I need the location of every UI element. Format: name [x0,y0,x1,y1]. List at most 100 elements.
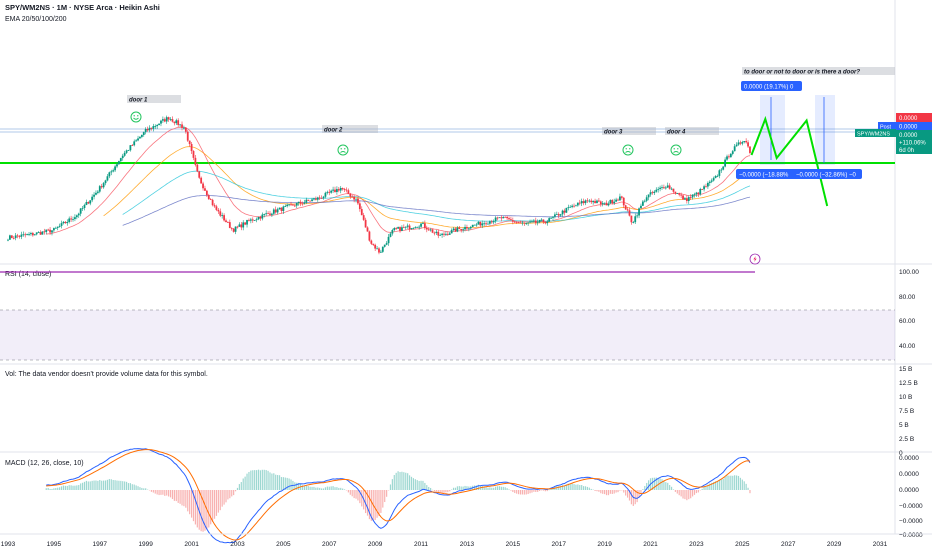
candle-body [517,222,520,223]
candle-body [559,214,562,216]
door-4-label[interactable]: door 4 [665,127,719,136]
macd-bar [519,490,522,495]
door-1-label[interactable]: door 1 [127,95,181,104]
macd-bar [584,486,587,490]
macd-bar [288,478,290,490]
candle-body [376,248,378,250]
macd-bar [529,490,531,494]
macd-bar [544,490,546,492]
price-tag-post[interactable]: Post 0.0000 [878,122,932,131]
candle-body [173,121,176,124]
macd-bar [495,486,497,490]
macd-bar [609,490,611,494]
macd-bar [47,487,49,490]
question-label[interactable]: to door or not to door or is there a doo… [742,67,895,76]
candle-body [469,227,472,229]
candle-body [227,222,229,223]
candle-body [567,207,570,209]
candle-body [43,231,46,233]
macd-bar [735,475,738,490]
macd-bar [221,490,223,507]
door-2-label[interactable]: door 2 [322,125,378,134]
measure-box[interactable] [815,95,835,165]
macd-bar [173,490,175,501]
candle-body [548,218,551,222]
macd-bar [709,483,711,490]
candle-body [267,213,269,215]
symbol-tag[interactable]: SPY/WM2NS [855,129,896,138]
macd-bar [156,490,158,495]
candle-body [10,235,13,238]
candle-body [240,224,243,228]
time-axis[interactable]: 1993 1995 1997 1999 2001 2003 2005 2007 2009 2011… [1,541,888,548]
candle-body [66,221,69,224]
candles [7,115,751,255]
candle-body [710,180,713,182]
macd-bar [236,487,239,490]
lightning-icon[interactable] [749,253,761,265]
macd-bar [651,477,654,490]
candle-body [643,200,646,202]
candle-body [330,190,333,193]
macd-bar [154,490,156,494]
candle-body [404,226,407,228]
candle-body [471,224,474,228]
candle-body [81,207,84,209]
candle-body [693,194,696,196]
candle-body [393,228,396,231]
macd-bar [282,477,284,490]
measure-label-down[interactable]: −0.0000 (−18.88% −0.0000 (−32.86%) −0 [736,169,862,179]
x-tick-label: 1999 [138,541,153,548]
candle-body [379,251,382,253]
candle-body [670,188,673,190]
measure-down-text-1: −0.0000 (−18.88% [739,173,789,179]
macd-bar [317,487,319,490]
candle-body [705,186,707,188]
candle-body [104,180,107,184]
candle-body [196,164,199,172]
candle-body [125,150,128,153]
measure-box[interactable] [760,95,785,165]
macd-bar [62,485,65,490]
macd-bar [278,475,281,490]
candle-body [72,219,74,220]
volume-title: Vol: The data vendor doesn't provide vol… [5,371,208,378]
candle-body [234,226,237,232]
macd-bar [280,477,283,490]
x-tick-label: 2011 [414,541,428,548]
candle-body [511,220,514,222]
ema-line [122,195,751,226]
x-tick-label: 2005 [276,541,291,548]
candle-body [640,205,642,209]
candle-body [676,193,679,195]
candle-body [106,176,109,181]
measure-label-up[interactable]: 0.0000 (19.17%) 0 [741,81,802,91]
candle-body [114,166,116,171]
door-3-label[interactable]: door 3 [602,127,656,136]
x-tick-label: 2009 [368,541,383,548]
candle-body [477,221,480,225]
price-tag-red[interactable]: 0.0000 [896,113,932,122]
candle-body [701,188,704,190]
candle-body [575,205,577,207]
macd-bar [234,490,237,492]
candle-body [345,189,348,191]
candle-body [204,188,206,191]
macd-bar [171,490,174,500]
macd-bar [259,470,262,490]
candle-body [580,201,583,204]
macd-bar [489,487,491,490]
macd-bar [298,482,300,490]
macd-bar [676,490,678,494]
candle-body [597,200,600,202]
price-tag-green[interactable]: 0.0000 +110.06% 6d 0h [896,130,932,154]
candle-body [318,197,321,199]
candle-body [523,222,526,224]
candle-body [167,117,170,120]
macd-bar [460,486,462,490]
candle-body [389,233,392,237]
candle-body [668,185,671,189]
macd-bar [485,487,487,490]
rsi-tick: 100.00 [899,269,919,276]
projection-path[interactable] [750,115,829,207]
